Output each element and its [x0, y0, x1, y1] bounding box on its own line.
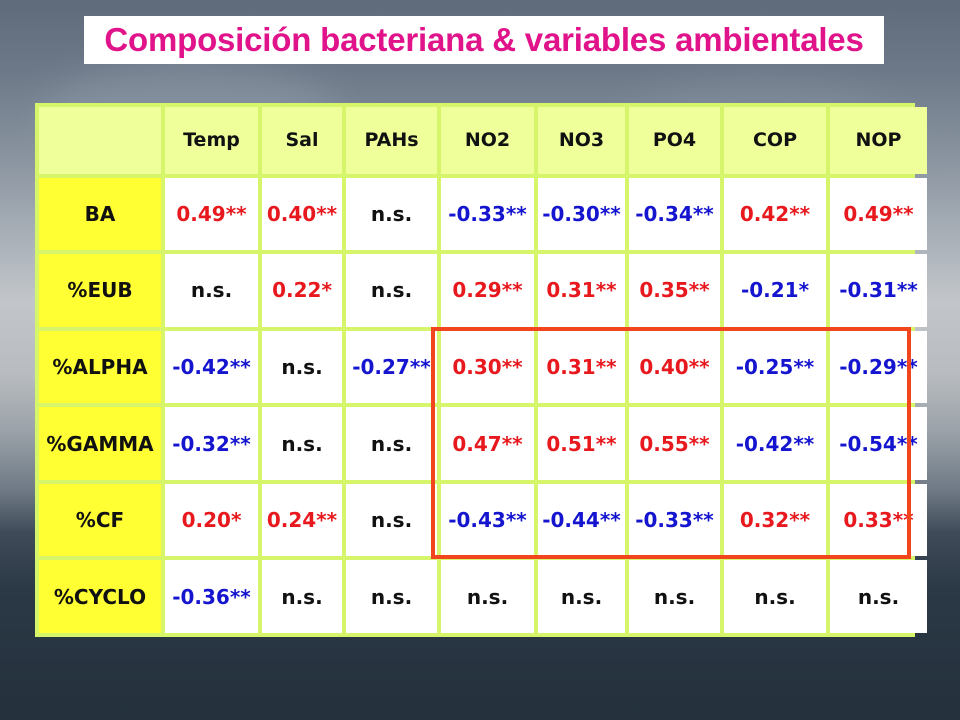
correlation-cell: n.s.	[629, 560, 720, 633]
correlation-cell: 0.20*	[165, 483, 258, 557]
correlation-cell: -0.33**	[441, 177, 534, 251]
correlation-table-container: Temp Sal PAHs NO2 NO3 PO4 COP NOP BA 0.49…	[35, 103, 927, 637]
row-header: %CF	[39, 483, 161, 557]
table-row: %CYCLO -0.36** n.s. n.s. n.s. n.s. n.s. n.s. n.s…	[39, 560, 927, 633]
correlation-cell: -0.43**	[441, 483, 534, 557]
correlation-cell: n.s.	[724, 560, 826, 633]
correlation-cell: 0.40**	[262, 177, 342, 251]
row-header: %ALPHA	[39, 330, 161, 404]
correlation-cell: -0.32**	[165, 407, 258, 480]
correlation-cell: 0.33**	[830, 483, 927, 557]
correlation-cell: -0.54**	[830, 407, 927, 480]
correlation-cell: -0.42**	[165, 330, 258, 404]
correlation-cell: 0.31**	[538, 330, 625, 404]
row-header: BA	[39, 177, 161, 251]
column-header-no2: NO2	[441, 107, 534, 174]
correlation-cell: 0.42**	[724, 177, 826, 251]
correlation-cell: n.s.	[262, 560, 342, 633]
column-header-temp: Temp	[165, 107, 258, 174]
corner-cell	[39, 107, 161, 174]
correlation-cell: 0.40**	[629, 330, 720, 404]
correlation-cell: 0.31**	[538, 254, 625, 327]
correlation-cell: 0.51**	[538, 407, 625, 480]
column-header-nop: NOP	[830, 107, 927, 174]
table-row: BA 0.49** 0.40** n.s. -0.33** -0.30** -0.34** 0…	[39, 177, 927, 251]
correlation-cell: -0.21*	[724, 254, 826, 327]
correlation-cell: 0.55**	[629, 407, 720, 480]
correlation-cell: n.s.	[346, 560, 437, 633]
correlation-cell: -0.33**	[629, 483, 720, 557]
correlation-cell: -0.42**	[724, 407, 826, 480]
row-header: %EUB	[39, 254, 161, 327]
correlation-cell: -0.30**	[538, 177, 625, 251]
slide-title: Composición bacteriana & variables ambie…	[104, 21, 864, 58]
correlation-cell: n.s.	[165, 254, 258, 327]
correlation-cell: n.s.	[346, 483, 437, 557]
row-header: %GAMMA	[39, 407, 161, 480]
correlation-cell: 0.47**	[441, 407, 534, 480]
table-row: %ALPHA -0.42** n.s. -0.27** 0.30** 0.31** 0.40…	[39, 330, 927, 404]
correlation-cell: -0.36**	[165, 560, 258, 633]
correlation-cell: n.s.	[538, 560, 625, 633]
correlation-cell: 0.49**	[165, 177, 258, 251]
correlation-cell: 0.35**	[629, 254, 720, 327]
correlation-cell: -0.25**	[724, 330, 826, 404]
correlation-cell: n.s.	[262, 330, 342, 404]
column-header-no3: NO3	[538, 107, 625, 174]
correlation-cell: -0.44**	[538, 483, 625, 557]
correlation-cell: n.s.	[346, 254, 437, 327]
correlation-cell: 0.24**	[262, 483, 342, 557]
correlation-cell: 0.49**	[830, 177, 927, 251]
correlation-cell: -0.34**	[629, 177, 720, 251]
correlation-cell: n.s.	[346, 407, 437, 480]
correlation-table: Temp Sal PAHs NO2 NO3 PO4 COP NOP BA 0.49…	[35, 103, 931, 637]
column-header-po4: PO4	[629, 107, 720, 174]
correlation-cell: -0.31**	[830, 254, 927, 327]
correlation-cell: n.s.	[346, 177, 437, 251]
table-row: %GAMMA -0.32** n.s. n.s. 0.47** 0.51** 0.55** -…	[39, 407, 927, 480]
header-row: Temp Sal PAHs NO2 NO3 PO4 COP NOP	[39, 107, 927, 174]
table-row: %EUB n.s. 0.22* n.s. 0.29** 0.31** 0.35** -0.21…	[39, 254, 927, 327]
correlation-cell: -0.27**	[346, 330, 437, 404]
correlation-cell: 0.30**	[441, 330, 534, 404]
correlation-cell: 0.32**	[724, 483, 826, 557]
row-header: %CYCLO	[39, 560, 161, 633]
slide-title-box: Composición bacteriana & variables ambie…	[84, 16, 884, 64]
column-header-sal: Sal	[262, 107, 342, 174]
correlation-cell: n.s.	[262, 407, 342, 480]
correlation-cell: 0.22*	[262, 254, 342, 327]
column-header-cop: COP	[724, 107, 826, 174]
correlation-cell: -0.29**	[830, 330, 927, 404]
table-body: Temp Sal PAHs NO2 NO3 PO4 COP NOP BA 0.49…	[39, 107, 927, 633]
correlation-cell: n.s.	[441, 560, 534, 633]
correlation-cell: n.s.	[830, 560, 927, 633]
table-row: %CF 0.20* 0.24** n.s. -0.43** -0.44** -0.33** 0…	[39, 483, 927, 557]
column-header-pahs: PAHs	[346, 107, 437, 174]
correlation-cell: 0.29**	[441, 254, 534, 327]
